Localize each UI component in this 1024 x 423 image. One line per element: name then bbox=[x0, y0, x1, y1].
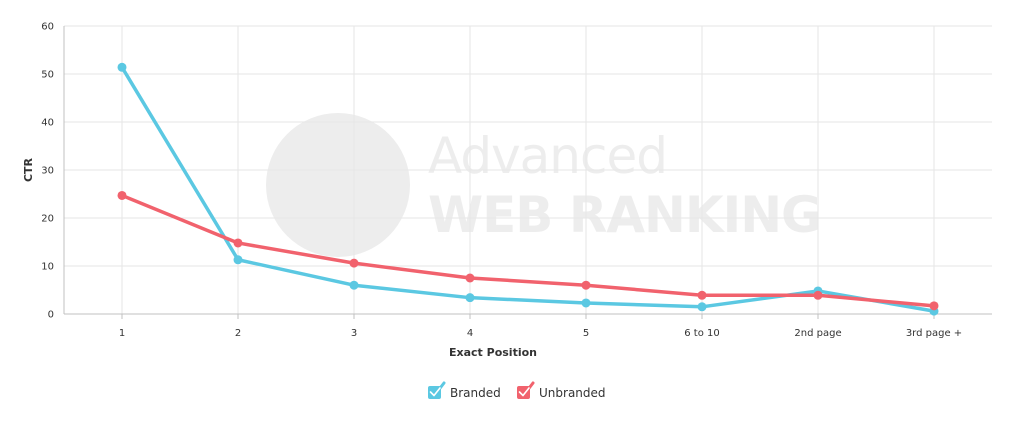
legend-label: Unbranded bbox=[539, 386, 606, 400]
x-tick-label: 1 bbox=[119, 328, 125, 339]
data-point-unbranded[interactable] bbox=[349, 258, 359, 268]
legend-item-unbranded[interactable]: Unbranded bbox=[517, 381, 606, 400]
y-tick-label: 10 bbox=[41, 262, 54, 273]
y-tick-label: 40 bbox=[41, 118, 54, 129]
grid bbox=[64, 25, 992, 314]
y-axis-title: CTR bbox=[22, 157, 35, 182]
data-point-branded[interactable] bbox=[465, 293, 475, 303]
data-point-unbranded[interactable] bbox=[697, 290, 707, 300]
x-tick-label: 3 bbox=[351, 328, 357, 339]
data-point-branded[interactable] bbox=[349, 280, 359, 290]
x-tick-label: 3rd page + bbox=[906, 328, 962, 339]
legend-item-branded[interactable]: Branded bbox=[428, 381, 501, 400]
y-tick-label: 60 bbox=[41, 22, 54, 33]
y-tick-label: 50 bbox=[41, 70, 54, 81]
data-point-unbranded[interactable] bbox=[581, 280, 591, 290]
x-tick-label: 2nd page bbox=[794, 328, 841, 339]
data-point-branded[interactable] bbox=[581, 298, 591, 308]
data-point-branded[interactable] bbox=[233, 255, 243, 265]
watermark-globe-icon bbox=[266, 113, 410, 257]
series-line-unbranded bbox=[120, 193, 936, 308]
y-tick-label: 0 bbox=[48, 310, 54, 321]
x-tick-label: 2 bbox=[235, 328, 241, 339]
series-group bbox=[117, 62, 939, 316]
legend-label: Branded bbox=[450, 386, 501, 400]
x-tick-label: 6 to 10 bbox=[684, 328, 719, 339]
watermark-line1: Advanced bbox=[428, 127, 667, 185]
y-tick-label: 30 bbox=[41, 166, 54, 177]
data-point-unbranded[interactable] bbox=[233, 238, 243, 248]
data-point-unbranded[interactable] bbox=[465, 273, 475, 283]
watermark: Advanced WEB RANKING bbox=[266, 113, 822, 257]
legend-checkbox-icon bbox=[428, 381, 446, 399]
series-unbranded bbox=[117, 190, 939, 311]
legend-checkbox-icon bbox=[517, 381, 535, 399]
data-point-unbranded[interactable] bbox=[929, 301, 939, 311]
data-point-unbranded[interactable] bbox=[117, 190, 127, 200]
watermark-line2: WEB RANKING bbox=[428, 186, 821, 244]
legend: Branded Unbranded bbox=[428, 381, 606, 400]
data-point-unbranded[interactable] bbox=[813, 290, 823, 300]
x-tick-label: 4 bbox=[467, 328, 473, 339]
data-point-branded[interactable] bbox=[117, 62, 127, 72]
x-tick-label: 5 bbox=[583, 328, 589, 339]
y-tick-label: 20 bbox=[41, 214, 54, 225]
axes: 0 10 20 30 40 50 60 1 2 3 4 5 6 to 10 2nd page 3rd pag… bbox=[41, 22, 992, 339]
data-point-branded[interactable] bbox=[697, 302, 707, 312]
x-axis-title: Exact Position bbox=[449, 346, 537, 359]
